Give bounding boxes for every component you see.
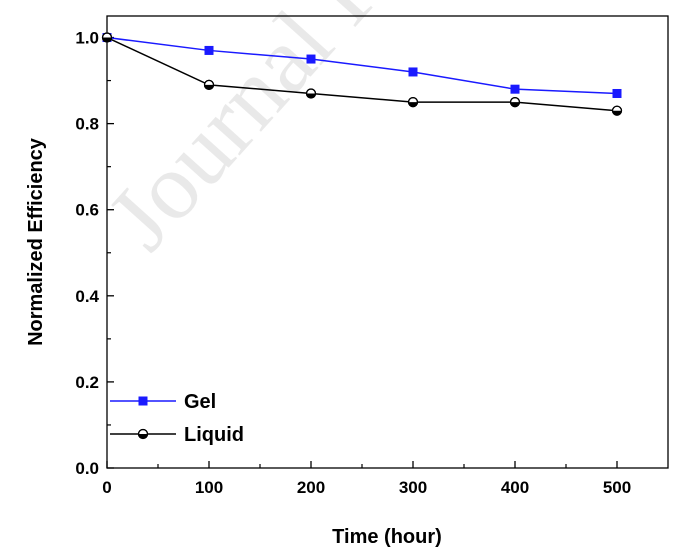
- legend: Gel Liquid: [110, 391, 244, 446]
- watermark: Journal Pre-proof: [87, 0, 613, 269]
- data-point-gel: [408, 67, 418, 77]
- y-tick-label: 0.0: [75, 459, 99, 478]
- x-axis-title: Time (hour): [332, 526, 442, 548]
- series-liquid: [101, 32, 623, 116]
- x-axis-ticks: 0 100 200 300 400 500: [102, 461, 631, 497]
- y-tick-label: 0.2: [75, 373, 99, 392]
- data-point-gel: [204, 45, 214, 55]
- series-layer: [101, 32, 623, 116]
- y-axis-title: Normalized Efficiency: [25, 137, 47, 346]
- y-tick-label: 1.0: [75, 29, 99, 48]
- legend-marker: [138, 396, 148, 406]
- data-point-liquid: [101, 32, 113, 43]
- legend-marker: [137, 428, 149, 440]
- series-line-gel: [106, 36, 618, 95]
- legend-label: Liquid: [184, 424, 244, 446]
- legend-label: Gel: [184, 391, 216, 413]
- data-point-liquid: [509, 96, 521, 108]
- y-tick-label: 0.4: [75, 287, 99, 306]
- legend-item-liquid: Liquid: [110, 424, 244, 446]
- x-tick-label: 300: [399, 478, 427, 497]
- data-point-gel: [612, 88, 622, 98]
- x-tick-label: 0: [102, 478, 111, 497]
- x-tick-label: 500: [603, 478, 631, 497]
- legend-item-gel: Gel: [110, 391, 216, 413]
- series-line-liquid: [106, 36, 618, 112]
- y-tick-label: 0.6: [75, 201, 99, 220]
- x-tick-label: 400: [501, 478, 529, 497]
- y-axis-ticks: 0.0 0.2 0.4 0.6 0.8 1.0: [75, 29, 114, 478]
- data-point-gel: [510, 84, 520, 94]
- data-point-liquid: [305, 88, 317, 99]
- data-point-liquid: [203, 79, 215, 90]
- data-point-gel: [306, 54, 316, 64]
- y-tick-label: 0.8: [75, 115, 99, 134]
- plot-frame: [106, 15, 669, 469]
- data-point-liquid: [611, 105, 623, 116]
- x-tick-label: 200: [297, 478, 325, 497]
- x-tick-label: 100: [195, 478, 223, 497]
- data-point-liquid: [407, 96, 419, 108]
